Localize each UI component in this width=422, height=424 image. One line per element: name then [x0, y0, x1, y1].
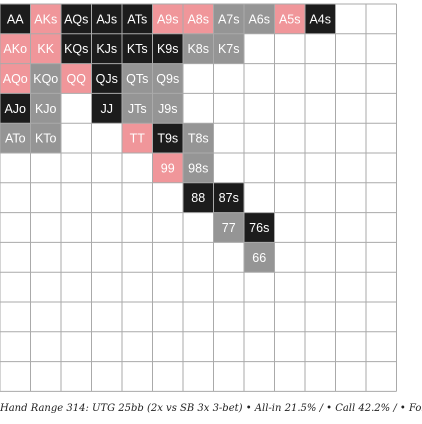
- hand-cell-A6s: [244, 4, 275, 34]
- hand-cell-KJo: [30, 93, 61, 124]
- hand-cell-76s: [244, 212, 275, 243]
- hand-label-K9s: K9s: [157, 42, 179, 56]
- hand-cell-KTs: [122, 33, 153, 64]
- hand-cell-A8s: [183, 4, 214, 34]
- grid-lines: [0, 3, 397, 392]
- hand-cell-AKo: [0, 33, 31, 64]
- hand-cell-ATs: [122, 4, 153, 34]
- hand-cell-AA: [0, 4, 31, 34]
- hand-cell-KK: [30, 33, 61, 64]
- hand-label-87s: 87s: [219, 191, 239, 205]
- hand-cell-98s: [183, 153, 214, 183]
- hand-cell-J9s: [152, 93, 183, 124]
- hand-cell-KQo: [30, 63, 61, 94]
- hand-cell-AJo: [0, 93, 31, 124]
- hand-cell-AJs: [91, 4, 122, 34]
- hand-label-77: 77: [222, 221, 236, 235]
- hand-label-TT: TT: [130, 132, 146, 146]
- hand-label-QQ: QQ: [67, 72, 87, 86]
- hand-label-66: 66: [252, 251, 266, 265]
- hand-label-98s: 98s: [188, 161, 208, 175]
- hand-cell-A4s: [305, 4, 336, 34]
- hand-label-99: 99: [161, 161, 175, 175]
- labels-layer: AA AKs AQs AJs ATs A9s A8s A7s A6s A5s A4s AKo KK KQs…: [3, 12, 331, 264]
- hand-label-KTs: KTs: [127, 42, 148, 56]
- hand-cell-A7s: [213, 4, 244, 34]
- hand-label-A8s: A8s: [187, 12, 209, 26]
- hand-cell-Q9s: [152, 63, 183, 94]
- hand-label-T9s: T9s: [157, 132, 178, 146]
- hand-cell-87s: [213, 182, 244, 213]
- hand-label-A5s: A5s: [279, 12, 301, 26]
- hand-cell-AQs: [61, 4, 92, 34]
- hand-cell-99: [152, 153, 183, 183]
- hand-label-KK: KK: [37, 42, 54, 56]
- hand-cell-AQo: [0, 63, 31, 94]
- hand-label-AKs: AKs: [34, 12, 57, 26]
- hand-label-KQs: KQs: [64, 42, 88, 56]
- hand-range-grid: AA AKs AQs AJs ATs A9s A8s A7s A6s A5s A4s AKo KK KQs…: [0, 3, 397, 392]
- hand-label-A4s: A4s: [309, 12, 331, 26]
- cells-layer: [0, 4, 336, 273]
- hand-cell-K7s: [213, 33, 244, 64]
- hand-label-K7s: K7s: [218, 42, 240, 56]
- hand-cell-ATo: [0, 123, 31, 153]
- hand-cell-T9s: [152, 123, 183, 153]
- hand-cell-KTo: [30, 123, 61, 153]
- hand-label-AJo: AJo: [4, 102, 26, 116]
- hand-cell-T8s: [183, 123, 214, 153]
- hand-cell-AKs: [30, 4, 61, 34]
- hand-label-JJ: JJ: [101, 102, 114, 116]
- hand-label-K8s: K8s: [187, 42, 209, 56]
- hand-label-A9s: A9s: [157, 12, 179, 26]
- hand-cell-A5s: [274, 4, 305, 34]
- hand-cell-QQ: [61, 63, 92, 94]
- hand-label-Q9s: Q9s: [156, 72, 179, 86]
- hand-cell-QJs: [91, 63, 122, 94]
- hand-label-KJs: KJs: [96, 42, 117, 56]
- hand-label-J9s: J9s: [158, 102, 177, 116]
- hand-label-QJs: QJs: [96, 72, 118, 86]
- hand-cell-88: [183, 182, 214, 213]
- hand-label-AQs: AQs: [64, 12, 88, 26]
- hand-cell-TT: [122, 123, 153, 153]
- hand-cell-QTs: [122, 63, 153, 94]
- hand-label-A6s: A6s: [248, 12, 270, 26]
- hand-label-ATo: ATo: [5, 132, 26, 146]
- hand-label-AKo: AKo: [3, 42, 27, 56]
- hand-cell-66: [244, 242, 275, 273]
- hand-cell-JTs: [122, 93, 153, 124]
- hand-label-A7s: A7s: [218, 12, 240, 26]
- hand-label-AQo: AQo: [3, 72, 28, 86]
- hand-cell-KQs: [61, 33, 92, 64]
- hand-label-76s: 76s: [249, 221, 269, 235]
- figure-caption: Hand Range 314: UTG 25bb (2x vs SB 3x 3-…: [0, 403, 422, 414]
- hand-label-AJs: AJs: [96, 12, 117, 26]
- hand-label-QTs: QTs: [126, 72, 148, 86]
- hand-label-KQo: KQo: [33, 72, 58, 86]
- hand-label-88: 88: [191, 191, 205, 205]
- hand-cell-KJs: [91, 33, 122, 64]
- hand-label-KJo: KJo: [35, 102, 57, 116]
- hand-cell-A9s: [152, 4, 183, 34]
- hand-cell-K9s: [152, 33, 183, 64]
- hand-cell-K8s: [183, 33, 214, 64]
- hand-cell-JJ: [91, 93, 122, 124]
- hand-label-T8s: T8s: [188, 132, 209, 146]
- hand-label-AA: AA: [7, 12, 24, 26]
- hand-label-KTo: KTo: [35, 132, 57, 146]
- hand-label-ATs: ATs: [127, 12, 147, 26]
- hand-label-JTs: JTs: [128, 102, 147, 116]
- hand-cell-77: [213, 212, 244, 243]
